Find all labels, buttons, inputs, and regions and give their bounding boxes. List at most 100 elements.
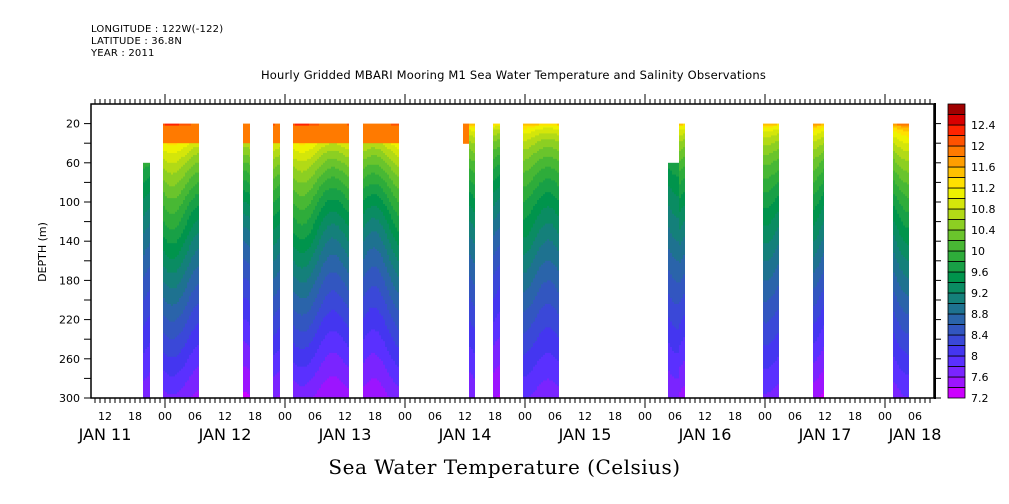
- data-cell: [193, 307, 195, 311]
- data-cell: [299, 225, 301, 229]
- data-cell: [177, 341, 179, 344]
- data-cell: [245, 258, 247, 262]
- data-cell: [293, 300, 295, 303]
- data-cell: [149, 339, 150, 342]
- data-cell: [163, 251, 165, 254]
- data-cell: [165, 354, 167, 358]
- data-cell: [195, 380, 197, 383]
- data-cell: [149, 258, 150, 262]
- data-cell: [149, 394, 150, 397]
- data-cell: [177, 315, 179, 319]
- data-cell: [297, 180, 299, 183]
- data-cell: [173, 366, 175, 370]
- data-cell: [179, 215, 181, 219]
- data-cell: [145, 235, 147, 238]
- data-column: [293, 123, 349, 399]
- data-cell: [273, 372, 275, 376]
- data-cell: [173, 155, 175, 158]
- data-cell: [173, 317, 175, 321]
- data-cell: [185, 276, 187, 280]
- data-cell: [177, 380, 179, 383]
- data-cell: [195, 235, 197, 238]
- data-cell: [277, 149, 279, 152]
- data-cell: [179, 241, 181, 244]
- data-cell: [305, 158, 307, 162]
- data-cell: [185, 286, 187, 289]
- data-cell: [191, 129, 193, 133]
- data-cell: [297, 266, 299, 270]
- data-cell: [273, 147, 275, 150]
- data-cell: [197, 176, 199, 180]
- data-cell: [245, 343, 247, 346]
- data-cell: [183, 276, 185, 280]
- data-cell: [303, 360, 305, 364]
- data-cell: [143, 303, 145, 307]
- data-cell: [273, 260, 275, 264]
- data-cell: [185, 253, 187, 256]
- data-cell: [173, 184, 175, 187]
- data-cell: [193, 196, 195, 199]
- data-cell: [181, 372, 183, 376]
- data-cell: [249, 139, 250, 142]
- data-cell: [303, 227, 305, 231]
- data-cell: [175, 221, 177, 225]
- data-cell: [175, 302, 177, 305]
- data-cell: [191, 349, 193, 352]
- data-cell: [297, 247, 299, 250]
- data-cell: [193, 317, 195, 321]
- data-cell: [301, 145, 303, 148]
- data-cell: [301, 309, 303, 313]
- data-cell: [245, 280, 247, 283]
- data-cell: [173, 135, 175, 138]
- data-cell: [169, 145, 171, 148]
- data-cell: [149, 303, 150, 307]
- data-cell: [163, 317, 165, 321]
- data-cell: [295, 186, 297, 189]
- data-cell: [179, 237, 181, 240]
- data-cell: [249, 323, 250, 327]
- data-cell: [191, 327, 193, 330]
- data-cell: [143, 209, 145, 213]
- data-cell: [249, 196, 250, 199]
- data-cell: [169, 368, 171, 372]
- data-cell: [293, 131, 295, 134]
- data-cell: [147, 386, 149, 389]
- data-cell: [175, 284, 177, 287]
- data-cell: [249, 272, 250, 276]
- data-cell: [295, 156, 297, 160]
- data-cell: [187, 198, 189, 201]
- data-cell: [165, 292, 167, 295]
- data-cell: [147, 298, 149, 301]
- data-cell: [149, 333, 150, 336]
- data-cell: [143, 258, 145, 262]
- data-cell: [147, 362, 149, 366]
- data-cell: [245, 331, 247, 334]
- data-cell: [177, 162, 179, 166]
- data-cell: [181, 139, 183, 142]
- data-cell: [165, 358, 167, 362]
- data-cell: [167, 188, 169, 191]
- data-cell: [189, 272, 191, 276]
- data-cell: [245, 276, 247, 280]
- data-cell: [169, 294, 171, 297]
- data-cell: [293, 139, 295, 142]
- data-cell: [145, 268, 147, 272]
- data-cell: [297, 341, 299, 344]
- data-cell: [177, 217, 179, 221]
- data-cell: [295, 319, 297, 323]
- data-cell: [147, 172, 149, 176]
- data-cell: [183, 158, 185, 162]
- data-cell: [173, 249, 175, 252]
- data-cell: [179, 166, 181, 170]
- data-cell: [279, 190, 280, 193]
- data-cell: [301, 155, 303, 158]
- data-cell: [277, 251, 279, 254]
- data-cell: [273, 233, 275, 236]
- data-cell: [277, 180, 279, 183]
- data-cell: [187, 315, 189, 319]
- data-cell: [183, 317, 185, 321]
- data-cell: [275, 194, 277, 197]
- data-cell: [275, 241, 277, 244]
- data-cell: [197, 139, 199, 142]
- data-cell: [149, 251, 150, 254]
